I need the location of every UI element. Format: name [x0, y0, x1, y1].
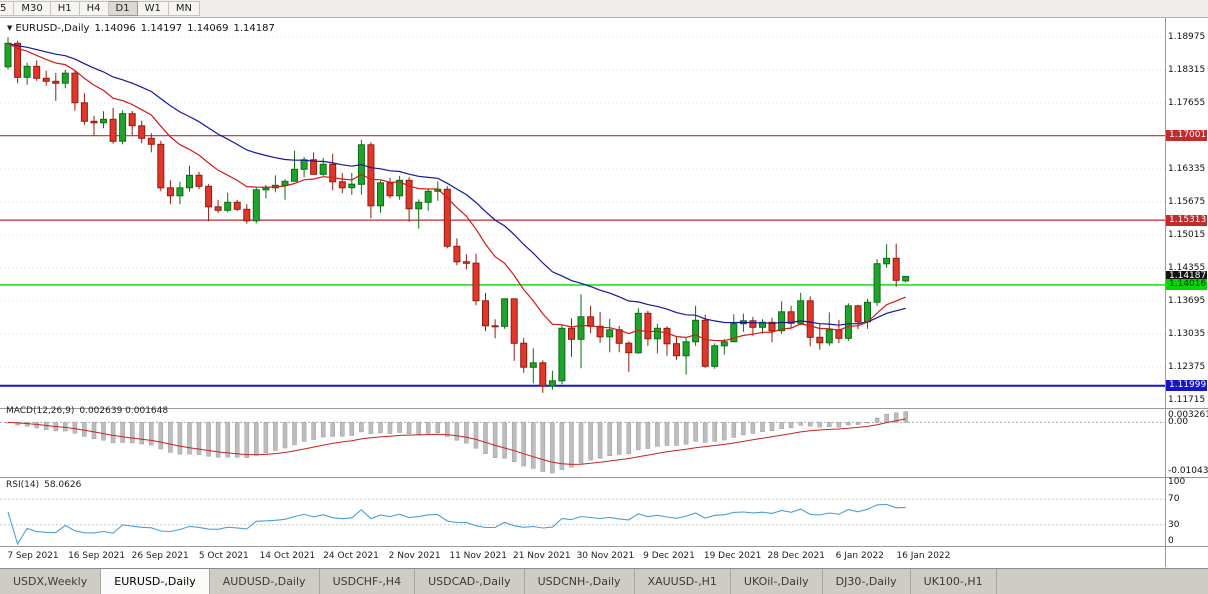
- date-label: 21 Nov 2021: [512, 551, 571, 561]
- axis-tick-label: 70: [1168, 494, 1180, 505]
- ohlc-high: 1.14197: [140, 23, 183, 34]
- macd-signal-line: [7, 418, 906, 465]
- axis-tick-label: 0.00: [1168, 417, 1189, 428]
- main-price-chart[interactable]: [0, 18, 1165, 408]
- tab-dj30-daily[interactable]: DJ30-,Daily: [823, 569, 911, 594]
- macd-histogram: [5, 411, 908, 474]
- rsi-header: RSI(14) 58.0626: [6, 480, 81, 490]
- tab-audusd-daily[interactable]: AUDUSD-,Daily: [210, 569, 320, 594]
- price-badge-1.14016: 1.14016: [1166, 279, 1207, 291]
- date-label: 9 Dec 2021: [643, 551, 695, 561]
- tab-eurusd-daily[interactable]: EURUSD-,Daily: [101, 569, 210, 594]
- timeframe-button-h4[interactable]: H4: [79, 1, 109, 16]
- tab-usdx-weekly[interactable]: USDX,Weekly: [0, 569, 102, 594]
- date-label: 6 Jan 2022: [835, 551, 884, 561]
- axis-tick-label: 1.13695: [1168, 296, 1206, 306]
- date-label: 7 Sep 2021: [7, 551, 59, 561]
- price-badge-1.15313: 1.15313: [1166, 214, 1207, 226]
- timeframe-button-5[interactable]: 5: [0, 1, 15, 16]
- ohlc-close: 1.14187: [233, 23, 275, 34]
- tab-usdcad-daily[interactable]: USDCAD-,Daily: [415, 569, 525, 594]
- candles-layer: [4, 37, 910, 393]
- timeframe-button-h1[interactable]: H1: [50, 1, 80, 16]
- axis-tick-label: 1.17655: [1168, 98, 1206, 108]
- symbol-tab-bar: USDX,Weekly EURUSD-,Daily AUDUSD-,Daily USD…: [0, 568, 1208, 594]
- tab-usdcnh-daily[interactable]: USDCNH-,Daily: [525, 569, 635, 594]
- rsi-name: RSI(14): [6, 480, 40, 490]
- date-label: 16 Jan 2022: [896, 551, 951, 561]
- timeframe-button-m30[interactable]: M30: [14, 1, 51, 16]
- chart-symbol-label: EURUSD-,Daily: [15, 23, 90, 34]
- date-label: 24 Oct 2021: [323, 551, 379, 561]
- date-label: 19 Dec 2021: [703, 551, 762, 561]
- pane-separator[interactable]: [0, 408, 1208, 409]
- date-label: 5 Oct 2021: [198, 551, 249, 561]
- macd-header: MACD(12,26,9) 0.002639 0.001648: [6, 406, 168, 416]
- ohlc-open: 1.14096: [94, 23, 136, 34]
- tab-xauusd-h1[interactable]: XAUUSD-,H1: [635, 569, 731, 594]
- date-label: 16 Sep 2021: [68, 551, 126, 561]
- axis-tick-label: 1.16335: [1168, 164, 1206, 174]
- rsi-indicator-pane[interactable]: [0, 478, 1165, 546]
- axis-tick-label: -0.010436: [1168, 466, 1208, 476]
- axis-tick-label: 1.12375: [1168, 362, 1206, 372]
- rsi-value: 58.0626: [44, 480, 82, 490]
- axis-tick-label: 1.15015: [1168, 230, 1206, 240]
- pane-separator[interactable]: [0, 477, 1208, 478]
- axis-tick-label: 30: [1168, 519, 1180, 530]
- axis-tick-label: 1.13035: [1168, 329, 1206, 339]
- axis-tick-label: 1.18315: [1168, 65, 1206, 75]
- axis-tick-label: 0: [1168, 536, 1174, 546]
- date-label: 2 Nov 2021: [388, 551, 441, 561]
- macd-name: MACD(12,26,9): [6, 406, 75, 416]
- price-axis-border: [1165, 18, 1166, 567]
- macd-indicator-pane[interactable]: [0, 409, 1165, 477]
- price-badge-1.17001: 1.17001: [1166, 130, 1207, 142]
- date-axis: 7 Sep 2021 16 Sep 2021 26 Sep 2021 5 Oct 20…: [0, 547, 1165, 567]
- axis-tick-label: 1.14355: [1168, 263, 1206, 273]
- axis-tick-label: 100: [1168, 477, 1186, 487]
- axis-tick-label: 1.11715: [1168, 395, 1206, 405]
- macd-values: 0.002639 0.001648: [79, 406, 169, 416]
- date-label: 30 Nov 2021: [576, 551, 635, 561]
- tab-usdchf-h4[interactable]: USDCHF-,H4: [320, 569, 416, 594]
- date-label: 14 Oct 2021: [259, 551, 316, 561]
- price-badge-1.11999: 1.11999: [1166, 380, 1207, 392]
- chart-dropdown-icon[interactable]: ▼: [7, 24, 13, 32]
- timeframe-button-w1[interactable]: W1: [137, 1, 169, 16]
- date-label: 11 Nov 2021: [449, 551, 508, 561]
- tab-uk100-h1[interactable]: UK100-,H1: [911, 569, 997, 594]
- rsi-line: [7, 503, 906, 546]
- tab-ukoil-daily[interactable]: UKOil-,Daily: [731, 569, 823, 594]
- axis-tick-label: 0.003261: [1168, 410, 1208, 420]
- ohlc-low: 1.14069: [187, 23, 229, 34]
- date-label: 26 Sep 2021: [131, 551, 189, 561]
- timeframe-button-d1[interactable]: D1: [108, 1, 138, 16]
- chart-title: ▼ EURUSD-,Daily 1.14096 1.14197 1.14069 1.141…: [7, 23, 275, 34]
- ma-slow-line: [7, 42, 906, 326]
- date-label: 28 Dec 2021: [767, 551, 825, 561]
- pane-separator: [0, 546, 1208, 547]
- timeframe-toolbar: 5 M30 H1 H4 D1 W1 MN: [0, 0, 1208, 18]
- ma-fast-line: [7, 42, 906, 342]
- timeframe-button-mn[interactable]: MN: [168, 1, 200, 16]
- axis-tick-label: 1.15675: [1168, 197, 1206, 207]
- axis-tick-label: 1.18975: [1168, 32, 1206, 42]
- price-badge-1.14187: 1.14187: [1166, 270, 1207, 282]
